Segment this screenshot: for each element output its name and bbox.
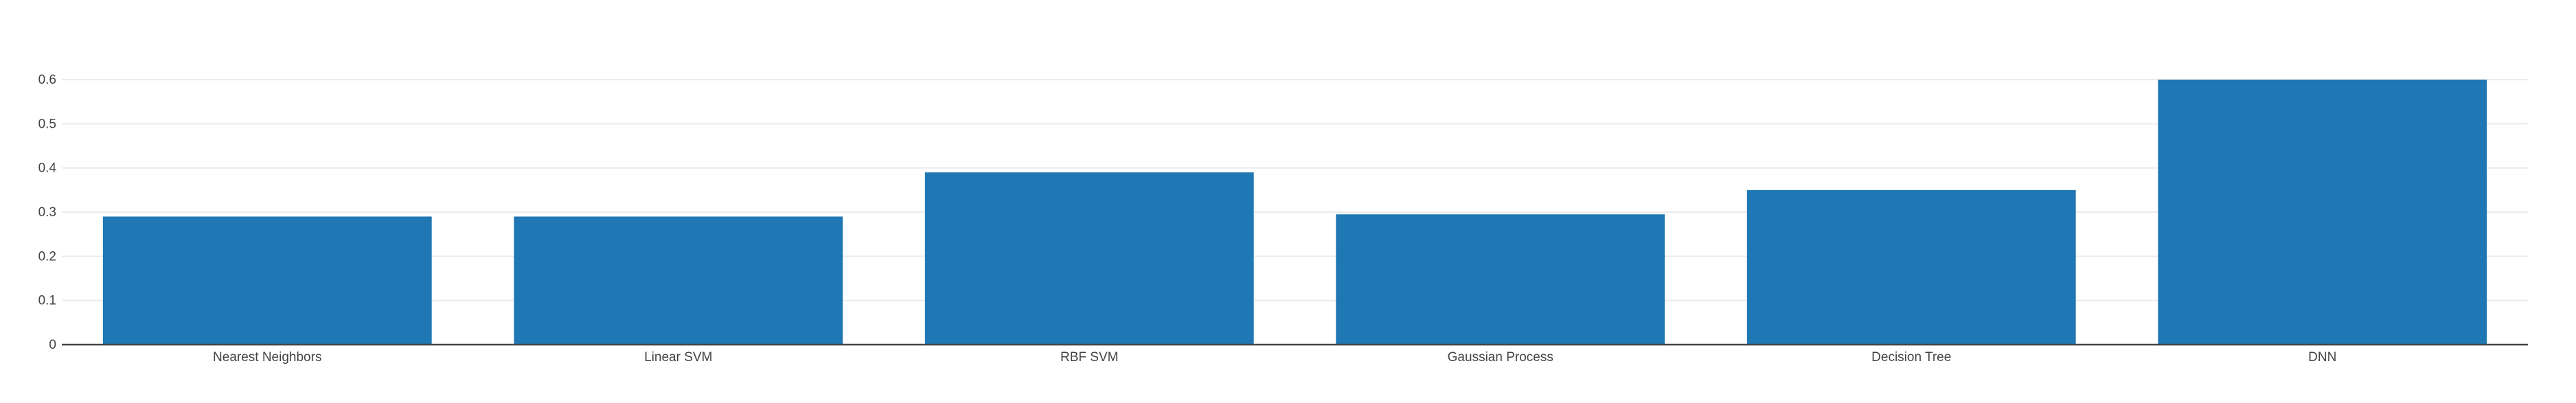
bar[interactable]: [102, 216, 432, 345]
y-tick-label: 0.5: [38, 117, 56, 131]
y-tick-label: 0.1: [38, 294, 56, 308]
x-tick-label: DNN: [2308, 350, 2336, 365]
y-tick-label: 0.3: [38, 205, 56, 220]
y-tick-label: 0.6: [38, 73, 56, 87]
x-tick-label: Nearest Neighbors: [213, 350, 321, 365]
grid-lines: [62, 79, 2528, 301]
bar[interactable]: [1746, 189, 2076, 345]
y-axis-ticks: 0 0.1 0.2 0.3 0.4 0.5 0.6: [38, 73, 57, 352]
x-tick-label: Gaussian Process: [1448, 350, 1553, 365]
bar[interactable]: [924, 172, 1254, 345]
x-tick-label: Linear SVM: [644, 350, 712, 365]
bars: [102, 80, 2487, 345]
y-tick-label: 0: [49, 338, 56, 352]
y-tick-label: 0.2: [38, 249, 56, 264]
x-axis-ticks: Nearest Neighbors Linear SVM RBF SVM Gaussi…: [213, 350, 2336, 365]
y-tick-label: 0.4: [38, 161, 57, 176]
bar[interactable]: [1336, 214, 1665, 345]
x-tick-label: Decision Tree: [1871, 350, 1951, 365]
bar[interactable]: [2158, 80, 2487, 345]
bar[interactable]: [514, 216, 843, 345]
x-tick-label: RBF SVM: [1060, 350, 1118, 365]
